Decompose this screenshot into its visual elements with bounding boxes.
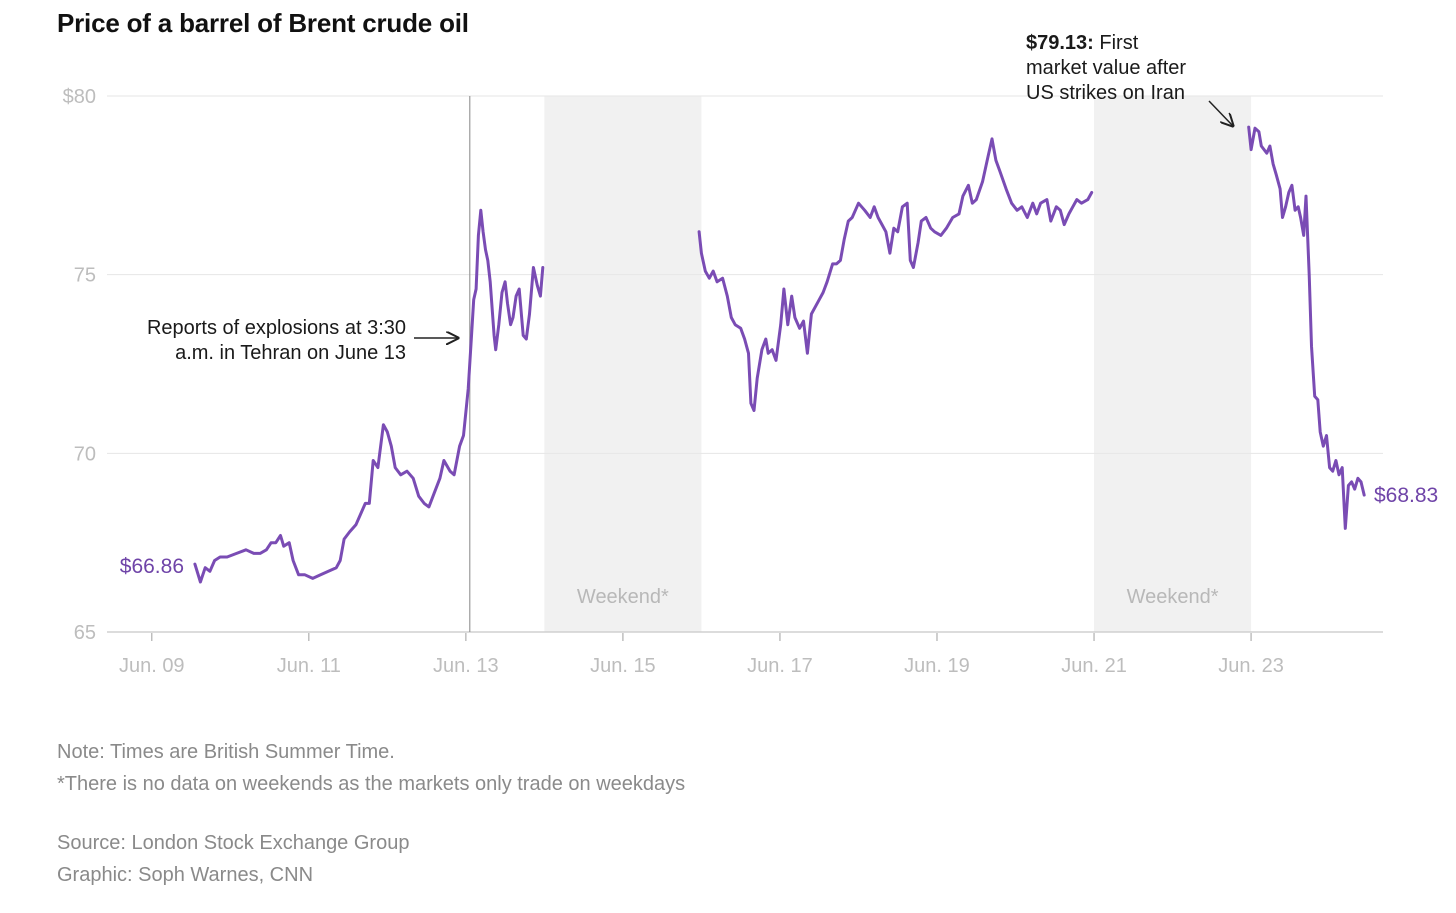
y-tick-label: $80 <box>63 86 96 108</box>
price-line-segment <box>193 208 545 584</box>
explosion-annotation-line-1: Reports of explosions at 3:30 <box>147 317 406 339</box>
explosion-annotation-line-2: a.m. in Tehran on June 13 <box>175 342 406 364</box>
x-tick-label: Jun. 23 <box>1218 655 1284 677</box>
gridlines: $80 75 70 65 <box>63 86 1383 644</box>
y-tick-label: 75 <box>74 265 96 287</box>
price-line-segment <box>697 137 1094 412</box>
price-line-segment <box>1247 125 1366 530</box>
price-series <box>193 125 1366 584</box>
weekend-band <box>1094 96 1252 632</box>
weekend-band <box>544 96 702 632</box>
x-tick-label: Jun. 17 <box>747 655 813 677</box>
graphic-credit: Graphic: Soph Warnes, CNN <box>57 864 314 886</box>
strike-annotation-value: $79.13: <box>1026 32 1094 54</box>
x-tick-label: Jun. 19 <box>904 655 970 677</box>
strike-annotation-text: First <box>1094 32 1139 54</box>
note-footnote: Note: Times are British Summer Time. <box>57 741 395 763</box>
x-tick-label: Jun. 15 <box>590 655 656 677</box>
x-tick-label: Jun. 11 <box>277 655 341 677</box>
y-tick-label: 65 <box>74 622 96 644</box>
x-tick-label: Jun. 13 <box>433 655 499 677</box>
annotations: $66.86 $68.83 Reports of explosions at 3… <box>120 32 1438 578</box>
strike-annotation-line-3: US strikes on Iran <box>1026 82 1185 104</box>
y-tick-label: 70 <box>74 443 96 465</box>
strike-annotation-line-1: $79.13: First <box>1026 32 1139 54</box>
source-footnote: Source: London Stock Exchange Group <box>57 832 410 854</box>
x-tick-label: Jun. 21 <box>1061 655 1127 677</box>
weekend-bands: Weekend* Weekend* <box>544 96 1252 632</box>
weekend-footnote: *There is no data on weekends as the mar… <box>57 773 686 795</box>
chart-title: Price of a barrel of Brent crude oil <box>57 8 469 38</box>
weekend-label: Weekend* <box>577 586 669 608</box>
x-tick-label: Jun. 09 <box>119 655 185 677</box>
start-value-label: $66.86 <box>120 555 184 578</box>
strike-annotation-arrow <box>1208 100 1233 126</box>
weekend-label: Weekend* <box>1127 586 1219 608</box>
end-value-label: $68.83 <box>1374 484 1438 507</box>
strike-annotation-line-2: market value after <box>1026 57 1186 79</box>
